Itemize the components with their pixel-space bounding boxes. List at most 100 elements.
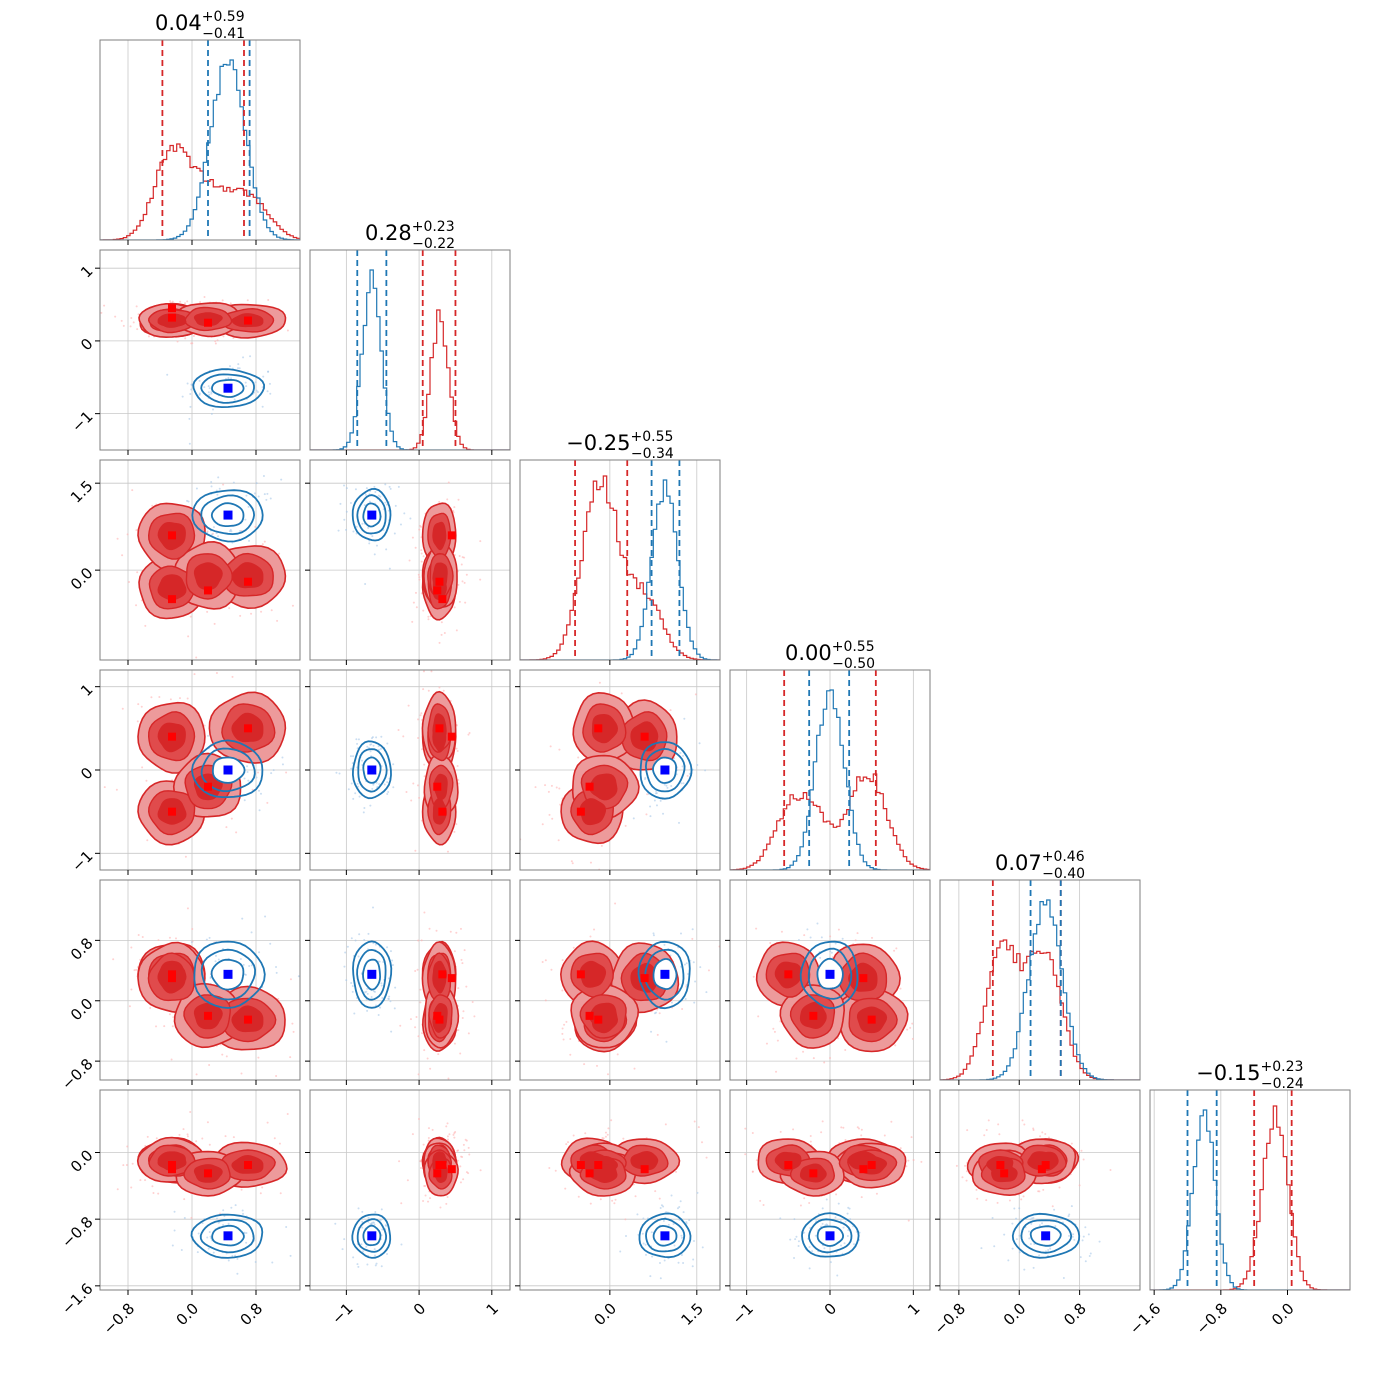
blue-sample-point <box>392 763 395 766</box>
red-sample-point <box>453 1042 456 1045</box>
red-sample-point <box>277 997 280 1000</box>
red-sample-point <box>155 1137 158 1140</box>
red-sample-point <box>572 1134 575 1137</box>
red-sample-point <box>911 1022 914 1025</box>
blue-sample-point <box>345 487 348 490</box>
red-marker <box>594 724 603 733</box>
blue-sample-point <box>378 960 381 963</box>
blue-sample-point <box>808 1246 811 1249</box>
red-sample-point <box>112 958 115 961</box>
blue-sample-point <box>390 1030 393 1033</box>
red-sample-point <box>186 907 189 910</box>
blue-sample-point <box>285 1225 288 1228</box>
blue-contour <box>356 494 387 535</box>
blue-sample-point <box>1032 1216 1035 1219</box>
red-sample-point <box>400 1202 403 1205</box>
blue-sample-point <box>649 805 652 808</box>
red-sample-point <box>267 298 270 301</box>
red-marker <box>204 318 212 327</box>
red-sample-point <box>263 540 266 543</box>
red-sample-point <box>424 1194 427 1197</box>
blue-sample-point <box>369 750 372 753</box>
panel-content <box>940 880 1140 1080</box>
blue-sample-point <box>362 1250 365 1253</box>
red-sample-point <box>600 844 603 847</box>
blue-sample-point <box>400 1243 403 1246</box>
red-sample-point <box>130 988 133 991</box>
x-tick-label: 0 <box>821 1300 840 1319</box>
blue-sample-point <box>361 1210 364 1213</box>
y-tick-label: −0.8 <box>58 1055 96 1093</box>
blue-sample-point <box>354 939 357 942</box>
red-sample-point <box>693 1120 696 1123</box>
blue-sample-point <box>685 962 688 965</box>
red-marker <box>435 577 444 586</box>
red-sample-point <box>624 824 627 827</box>
red-sample-point <box>462 1010 465 1013</box>
x-tick-label: −1 <box>328 1300 356 1328</box>
panel-content <box>310 250 510 450</box>
blue-contour <box>351 740 392 800</box>
y-tick-label: 1 <box>77 680 96 699</box>
red-contour-inner <box>579 960 607 988</box>
red-sample-point <box>658 1012 661 1015</box>
red-sample-point <box>1047 1136 1050 1139</box>
blue-sample-point <box>210 391 213 394</box>
blue-sample-point <box>370 737 373 740</box>
blue-contour <box>645 1217 686 1253</box>
red-sample-point <box>820 1131 823 1134</box>
red-sample-point <box>456 1159 459 1162</box>
blue-sample-point <box>1071 1235 1074 1238</box>
red-sample-point <box>809 1134 812 1137</box>
red-histogram <box>1150 1105 1350 1290</box>
red-marker <box>1037 1165 1046 1174</box>
blue-sample-point <box>980 1247 983 1250</box>
red-marker <box>435 724 444 733</box>
blue-sample-point <box>343 484 346 487</box>
blue-sample-point <box>238 367 241 370</box>
blue-sample-point <box>387 977 390 980</box>
blue-sample-point <box>379 1006 382 1009</box>
blue-sample-point <box>261 405 264 408</box>
panel-1-0: −1 0 1 <box>68 249 301 455</box>
blue-contour <box>1020 1219 1073 1254</box>
x-tick-label: −0.8 <box>1193 1300 1231 1338</box>
red-sample-point <box>1058 1186 1061 1189</box>
blue-sample-point <box>1033 1243 1036 1246</box>
red-sample-point <box>257 1056 260 1059</box>
red-sample-point <box>456 1149 459 1152</box>
blue-sample-point <box>266 390 269 393</box>
blue-sample-point <box>392 786 395 789</box>
blue-sample-point <box>352 797 355 800</box>
red-sample-point <box>419 1160 422 1163</box>
red-sample-point <box>416 968 419 971</box>
blue-sample-point <box>275 965 278 968</box>
blue-sample-point <box>356 782 359 785</box>
red-sample-point <box>135 968 138 971</box>
red-sample-point <box>135 604 138 607</box>
blue-sample-point <box>358 933 361 936</box>
blue-sample-point <box>1013 1207 1016 1210</box>
red-sample-point <box>1022 1195 1025 1198</box>
red-sample-point <box>414 849 417 852</box>
blue-sample-point <box>188 417 191 420</box>
red-sample-point <box>203 724 206 727</box>
red-sample-point <box>909 1026 912 1029</box>
red-sample-point <box>422 688 425 691</box>
red-sample-point <box>1038 1190 1041 1193</box>
panel-content <box>730 1090 930 1290</box>
blue-sample-point <box>377 1013 380 1016</box>
red-sample-point <box>457 583 460 586</box>
panel-content <box>310 1090 510 1290</box>
panel-4-2 <box>515 879 721 1085</box>
blue-marker <box>223 765 233 775</box>
panel-4-4: 0.07+0.46 −0.40 <box>939 849 1141 1085</box>
blue-sample-point <box>662 1205 665 1208</box>
red-sample-point <box>276 619 279 622</box>
blue-sample-point <box>385 1224 388 1227</box>
blue-sample-point <box>367 526 370 529</box>
red-sample-point <box>423 775 426 778</box>
blue-sample-point <box>363 504 366 507</box>
panel-content <box>100 1090 300 1290</box>
blue-sample-point <box>1087 1233 1090 1236</box>
